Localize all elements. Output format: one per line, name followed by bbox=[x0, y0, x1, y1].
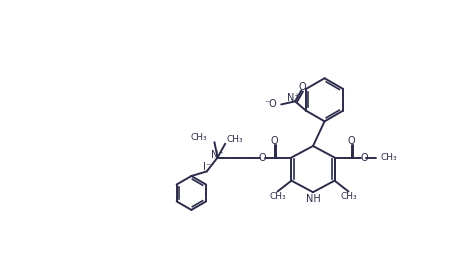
Text: CH₃: CH₃ bbox=[381, 153, 397, 162]
Text: O: O bbox=[258, 152, 266, 163]
Text: ⁻O: ⁻O bbox=[265, 99, 277, 109]
Text: CH₃: CH₃ bbox=[340, 192, 357, 201]
Text: O: O bbox=[271, 136, 278, 146]
Text: NH: NH bbox=[306, 194, 320, 204]
Text: O: O bbox=[360, 152, 368, 163]
Text: N⁺: N⁺ bbox=[287, 93, 300, 103]
Text: O: O bbox=[348, 136, 355, 146]
Text: N⁺: N⁺ bbox=[211, 150, 224, 160]
Text: CH₃: CH₃ bbox=[190, 133, 207, 142]
Text: I⁻: I⁻ bbox=[203, 162, 211, 172]
Text: CH₃: CH₃ bbox=[269, 192, 286, 201]
Text: CH₃: CH₃ bbox=[227, 135, 243, 144]
Text: O: O bbox=[299, 82, 307, 92]
